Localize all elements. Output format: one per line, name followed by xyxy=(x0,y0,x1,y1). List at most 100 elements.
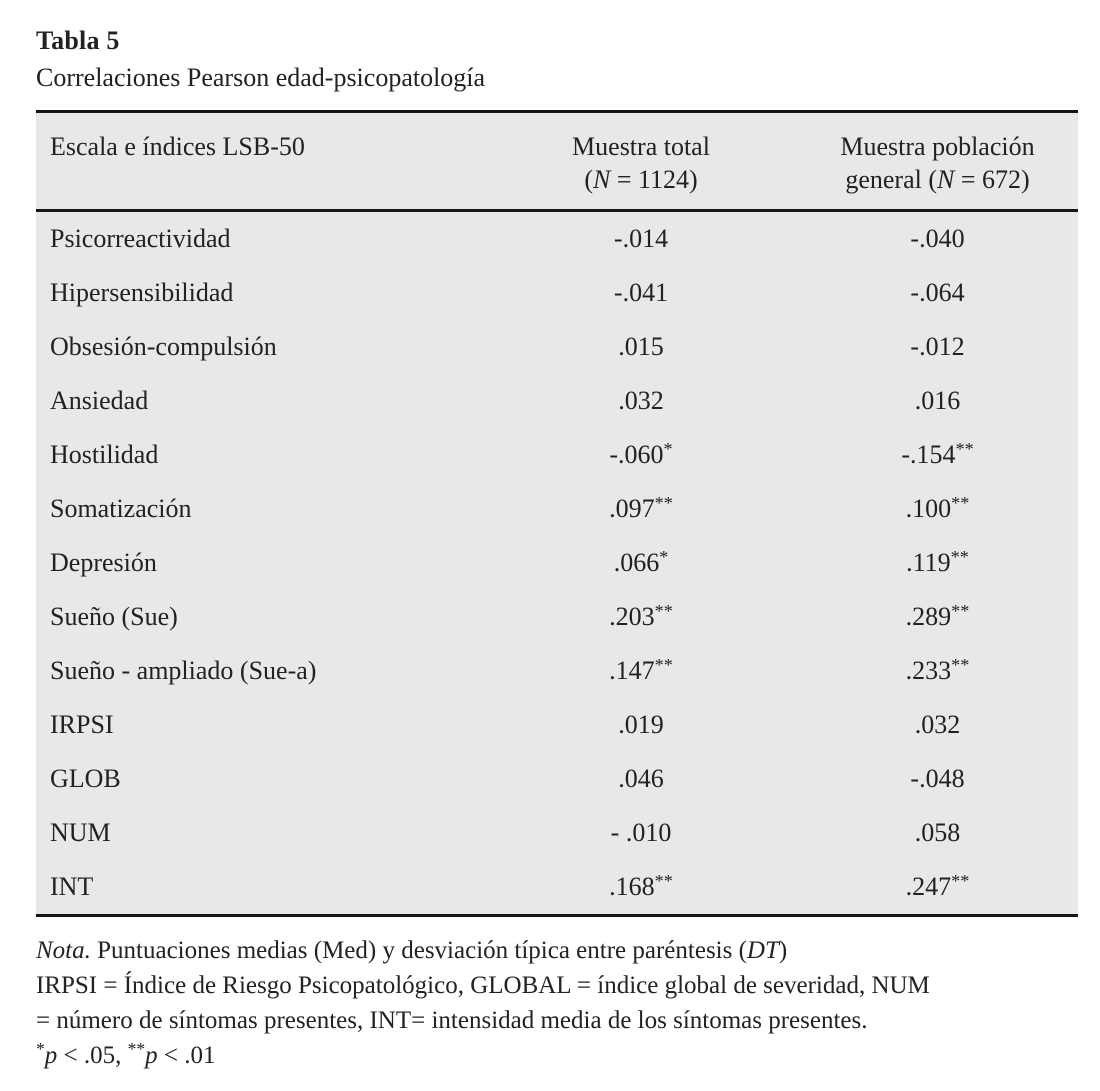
correlation-value: .203 xyxy=(609,602,655,631)
row-label: Somatización xyxy=(50,494,192,523)
significance-marker: ** xyxy=(654,870,673,891)
column-header-scale: Escala e índices LSB-50 xyxy=(36,111,474,212)
row-label: Sueño - ampliado (Sue-a) xyxy=(50,656,317,685)
correlation-value: -.060 xyxy=(609,440,664,469)
row-label: Hipersensibilidad xyxy=(50,278,234,307)
n-symbol: N xyxy=(592,165,611,194)
significance-marker: ** xyxy=(951,492,970,513)
significance-marker: ** xyxy=(951,600,970,621)
header-line: Muestra total xyxy=(572,132,710,161)
asterisk-double: ** xyxy=(127,1039,146,1060)
correlation-total: .032 xyxy=(474,374,808,428)
correlation-general: .247** xyxy=(808,860,1078,916)
significance-marker: ** xyxy=(654,492,673,513)
correlation-total: .097** xyxy=(474,482,808,536)
correlation-general: -.154** xyxy=(808,428,1078,482)
nota-label: Nota. xyxy=(36,937,91,964)
correlation-total: -.060* xyxy=(474,428,808,482)
table-header: Escala e índices LSB-50 Muestra total (N… xyxy=(36,111,1078,212)
table-row: Hipersensibilidad -.041 -.064 xyxy=(36,266,1078,320)
table-row: INT .168** .247** xyxy=(36,860,1078,916)
table-caption: Correlaciones Pearson edad-psicopatologí… xyxy=(36,63,486,92)
row-label: IRPSI xyxy=(50,710,114,739)
table-row: GLOB .046 -.048 xyxy=(36,752,1078,806)
correlation-general: .233** xyxy=(808,644,1078,698)
correlation-value: -.041 xyxy=(613,278,669,307)
footnote-abbreviations-1: IRPSI = Índice de Riesgo Psicopatológico… xyxy=(36,972,930,999)
correlation-value: .066 xyxy=(613,548,660,577)
header-row: Escala e índices LSB-50 Muestra total (N… xyxy=(36,111,1078,212)
p-symbol: p xyxy=(44,1042,58,1069)
significance-marker: ** xyxy=(955,438,974,459)
row-label: Hostilidad xyxy=(50,440,159,469)
row-label: INT xyxy=(50,872,94,901)
correlation-value: .058 xyxy=(914,818,961,847)
correlation-value: .015 xyxy=(618,332,664,361)
correlation-value: -.064 xyxy=(910,278,965,307)
n-symbol: N xyxy=(937,165,955,194)
header-line: (N = 1124) xyxy=(584,165,698,194)
table-footnotes: Nota. Puntuaciones medias (Med) y desvia… xyxy=(36,933,1078,1073)
footnote-significance: *p < .05, **p < .01 xyxy=(36,1039,216,1069)
row-label: Sueño (Sue) xyxy=(50,602,178,631)
row-label: NUM xyxy=(50,818,111,847)
correlation-general: -.012 xyxy=(808,320,1078,374)
correlation-total: .066* xyxy=(474,536,808,590)
table-row: Sueño (Sue) .203** .289** xyxy=(36,590,1078,644)
dt-symbol: DT xyxy=(746,937,779,964)
significance-marker: ** xyxy=(951,870,970,891)
correlation-value: .046 xyxy=(618,764,664,793)
correlation-value: .032 xyxy=(914,710,961,739)
significance-marker: ** xyxy=(950,546,969,567)
correlation-value: .147 xyxy=(609,656,655,685)
significance-marker: * xyxy=(659,546,669,567)
header-line: general (N = 672) xyxy=(845,165,1030,194)
correlation-value: .016 xyxy=(914,386,961,415)
correlation-general: .016 xyxy=(808,374,1078,428)
table-row: Obsesión-compulsión .015 -.012 xyxy=(36,320,1078,374)
column-header-muestra-poblacion-general: Muestra población general (N = 672) xyxy=(808,111,1078,212)
correlation-value: .247 xyxy=(905,872,952,901)
table-number-title: Tabla 5 xyxy=(36,26,120,55)
row-label: Psicorreactividad xyxy=(50,224,231,253)
correlation-value: .119 xyxy=(906,548,951,577)
table-row: Sueño - ampliado (Sue-a) .147** .233** xyxy=(36,644,1078,698)
table-row: Somatización .097** .100** xyxy=(36,482,1078,536)
table-body: Psicorreactividad -.014 -.040 Hipersensi… xyxy=(36,211,1078,916)
correlation-general: -.064 xyxy=(808,266,1078,320)
correlation-general: .289** xyxy=(808,590,1078,644)
table-row: IRPSI .019 .032 xyxy=(36,698,1078,752)
significance-marker: ** xyxy=(654,600,673,621)
correlation-value: -.014 xyxy=(613,224,669,253)
correlation-value: .100 xyxy=(905,494,952,523)
correlation-value: .233 xyxy=(905,656,952,685)
column-header-muestra-total: Muestra total (N = 1124) xyxy=(474,111,808,212)
correlation-total: .046 xyxy=(474,752,808,806)
correlation-total: -.014 xyxy=(474,211,808,267)
correlation-general: -.040 xyxy=(808,211,1078,267)
row-label: Ansiedad xyxy=(50,386,149,415)
table-row: Depresión .066* .119** xyxy=(36,536,1078,590)
footnote-nota: Nota. Puntuaciones medias (Med) y desvia… xyxy=(36,937,788,964)
significance-marker: ** xyxy=(654,654,673,675)
correlation-general: -.048 xyxy=(808,752,1078,806)
correlation-value: -.154 xyxy=(901,440,956,469)
correlation-general: .058 xyxy=(808,806,1078,860)
table-row: Ansiedad .032 .016 xyxy=(36,374,1078,428)
correlation-total: .168** xyxy=(474,860,808,916)
row-label: GLOB xyxy=(50,764,121,793)
correlation-total: .015 xyxy=(474,320,808,374)
correlation-value: -.048 xyxy=(910,764,965,793)
correlation-general: .119** xyxy=(808,536,1078,590)
correlation-general: .032 xyxy=(808,698,1078,752)
correlation-total: .019 xyxy=(474,698,808,752)
correlation-value: .097 xyxy=(609,494,655,523)
significance-marker: * xyxy=(663,438,673,459)
correlation-total: .203** xyxy=(474,590,808,644)
correlation-value: .168 xyxy=(609,872,655,901)
p-symbol: p xyxy=(145,1042,158,1069)
table-row: NUM - .010 .058 xyxy=(36,806,1078,860)
correlation-value: .032 xyxy=(618,386,664,415)
footnote-abbreviations-2: = número de síntomas presentes, INT= int… xyxy=(36,1007,868,1034)
